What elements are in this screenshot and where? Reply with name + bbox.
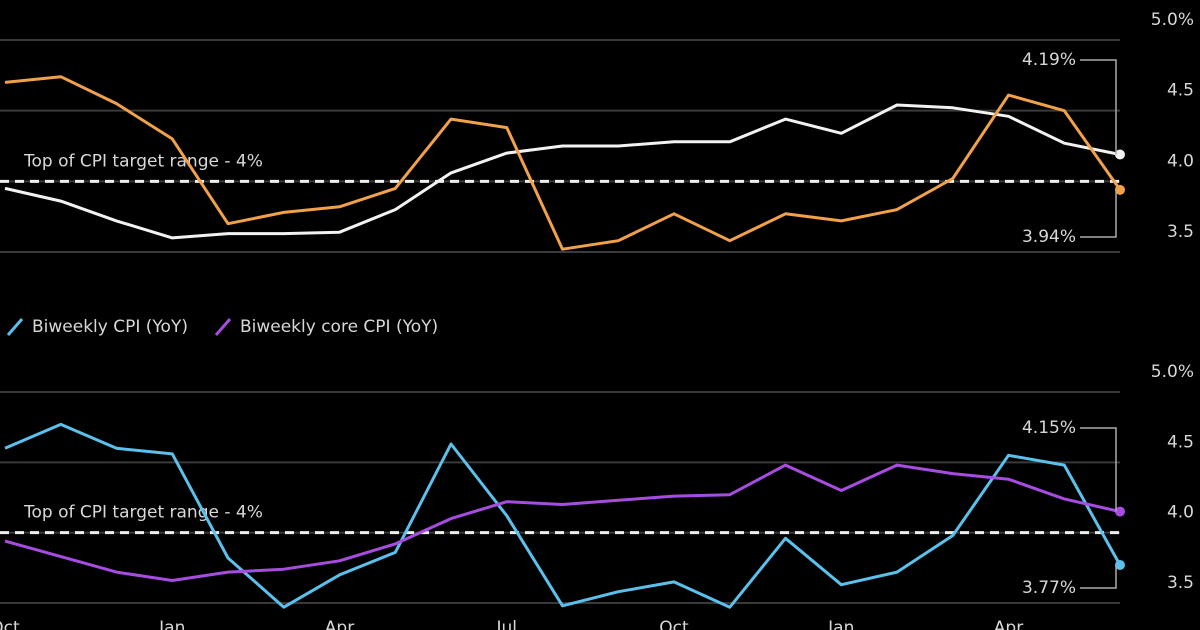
- y-tick-label: 4.5: [1167, 81, 1194, 101]
- label-leader: [1080, 189, 1117, 238]
- value-label: 4.19%: [1022, 50, 1076, 70]
- end-point: [1115, 184, 1125, 195]
- reference-label: Top of CPI target range - 4%: [23, 503, 263, 523]
- x-tick-label: Jan: [158, 618, 185, 630]
- y-tick-label: 4.0: [1167, 503, 1194, 523]
- series-line: [4, 463, 1121, 582]
- value-label: 3.77%: [1022, 578, 1076, 598]
- x-tick-label: Apr: [325, 618, 354, 630]
- series-line: [4, 422, 1122, 609]
- x-tick-label: Jul: [495, 618, 517, 630]
- label-leader: [1080, 59, 1117, 155]
- label-leader: [1080, 565, 1117, 589]
- legend-swatch: [6, 318, 24, 336]
- x-tick-label: Oct: [659, 618, 689, 630]
- value-label: 4.15%: [1022, 418, 1076, 438]
- legend-swatch: [214, 318, 232, 336]
- x-tick-label: Jan: [827, 618, 854, 630]
- value-label: 3.94%: [1022, 227, 1076, 247]
- y-tick-label: 4.0: [1167, 151, 1194, 171]
- y-tick-label: 5.0%: [1151, 10, 1194, 30]
- end-point: [1115, 560, 1125, 571]
- end-point: [1115, 506, 1125, 517]
- x-tick-label: Oct: [0, 618, 20, 630]
- y-tick-label: 3.5: [1167, 573, 1194, 593]
- y-tick-label: 4.5: [1167, 432, 1194, 452]
- series-line: [4, 103, 1121, 240]
- x-tick-label: Apr: [994, 618, 1023, 630]
- legend-label: Biweekly core CPI (YoY): [240, 317, 438, 337]
- series-line: [4, 75, 1122, 251]
- reference-label: Top of CPI target range - 4%: [23, 151, 263, 171]
- y-tick-label: 5.0%: [1151, 362, 1194, 382]
- end-point: [1115, 149, 1125, 160]
- label-leader: [1080, 427, 1117, 512]
- y-tick-label: 3.5: [1167, 222, 1194, 242]
- legend-label: Biweekly CPI (YoY): [32, 317, 188, 337]
